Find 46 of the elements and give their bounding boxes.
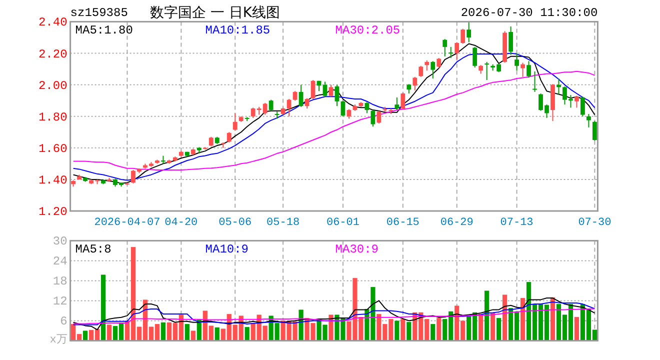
line-series (72, 298, 596, 330)
text: MA30:9 (335, 242, 379, 257)
y-tick-label: 1.40 (38, 173, 68, 188)
bar (484, 290, 490, 341)
y-tick-label: 2.40 (38, 16, 68, 30)
y-tick-label: 2.00 (38, 78, 68, 93)
bar (160, 322, 166, 341)
text: 2026-07-30 11:30:00 (460, 6, 598, 20)
y-tick-label: 18 (52, 274, 68, 289)
bar (502, 294, 508, 341)
y-tick-label: 1.80 (38, 110, 68, 124)
bar (190, 330, 196, 341)
bar (430, 324, 436, 341)
text: MA10:1.85 (205, 24, 270, 38)
bar (520, 298, 526, 341)
text: MA10:9 (205, 242, 249, 257)
bar (214, 327, 220, 341)
bar (400, 319, 406, 341)
bar (436, 318, 442, 341)
bar (298, 310, 304, 341)
y-tick-label: 24 (52, 254, 68, 269)
line-series (72, 302, 596, 326)
y-tick-label: 1.20 (38, 205, 68, 219)
bar (496, 318, 502, 341)
text: MA30:2.05 (335, 24, 400, 38)
y-tick-label: 2.20 (38, 47, 68, 62)
bar (100, 274, 106, 341)
bar (490, 313, 496, 341)
bar (406, 322, 412, 341)
bar (184, 324, 190, 341)
bar (328, 314, 334, 341)
bar (394, 320, 400, 341)
text: MA5:1.80 (75, 24, 133, 38)
text: MA5:8 (75, 242, 112, 257)
y-tick-label: 1.60 (38, 142, 68, 156)
chart-title: 数字国企 一 日K线图 (150, 5, 280, 21)
bar (106, 324, 112, 341)
bar (82, 330, 88, 341)
line-series (72, 308, 596, 324)
bar (574, 317, 580, 341)
text: x万 (50, 334, 68, 347)
text: sz159385 (70, 6, 128, 20)
y-tick-label: 30 (52, 234, 68, 249)
y-tick-label: 12 (52, 294, 68, 309)
y-tick-label: 6 (60, 314, 68, 329)
bar (244, 327, 250, 341)
